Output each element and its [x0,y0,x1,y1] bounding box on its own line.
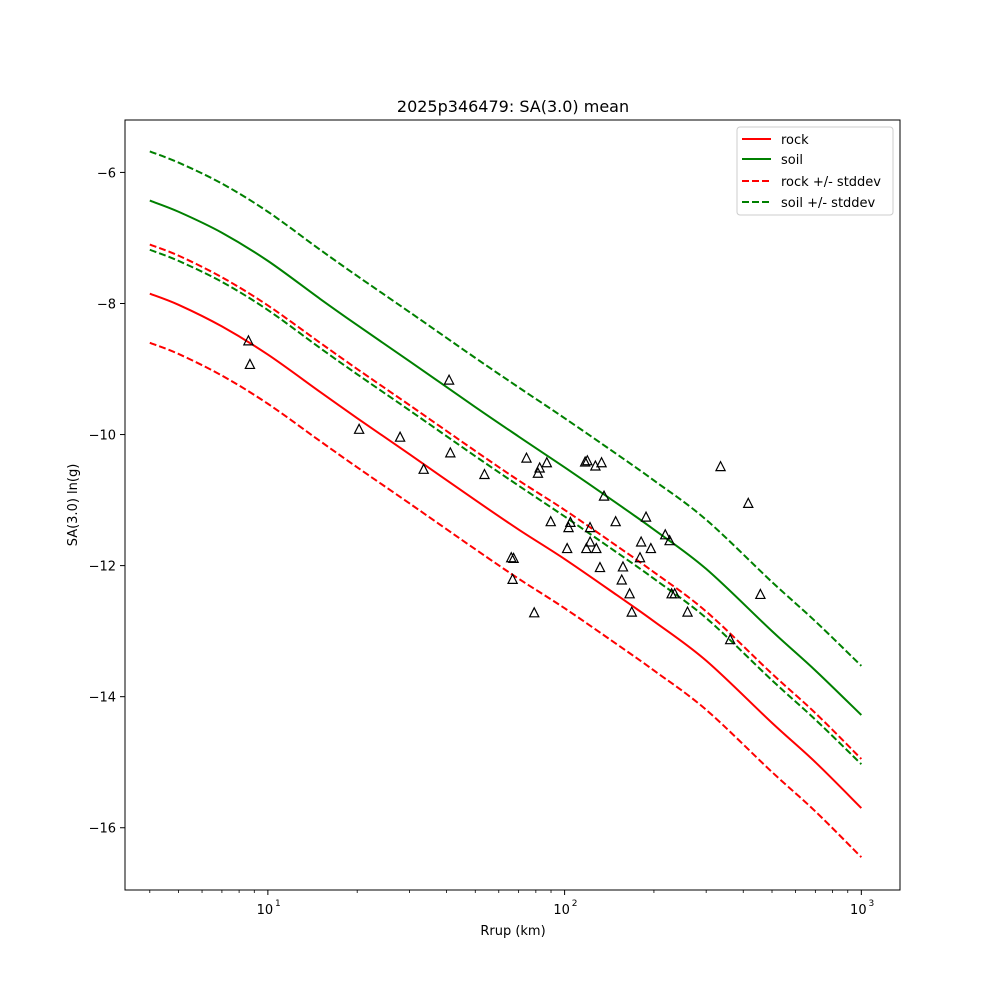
observation-point [724,633,736,645]
observation-point [594,561,606,573]
observation-point [681,605,694,617]
chart-title: 2025p346479: SA(3.0) mean [397,97,629,116]
observation-point [590,542,602,554]
observation-point [505,551,517,563]
observation-point [507,573,519,584]
x-tick-exponent: 2 [572,899,578,909]
observation-point [610,515,622,527]
observation-point [598,489,610,501]
y-axis-label: SA(3.0) ln(g) [66,464,81,547]
x-axis: 10 1 10 2 10 3 [149,890,874,918]
observation-point [418,462,430,474]
observation-point [659,528,671,540]
observation-point [626,605,638,617]
y-tick-label: −6 [97,166,116,181]
observation-point [394,430,406,442]
legend-label-rock-stddev: rock +/- stddev [781,175,881,190]
observation-point [562,521,575,533]
legend-label-rock: rock [781,133,809,148]
y-tick-label: −16 [89,822,116,837]
observation-point [541,456,553,468]
legend: rock soil rock +/- stddev soil +/- stdde… [736,126,894,216]
observation-point [664,534,676,546]
observation-point [545,515,557,527]
observation-point [669,587,681,599]
observation-point [528,606,540,618]
plot-frame [124,119,901,891]
x-tick-label: 10 [257,903,274,918]
x-tick-label: 10 [850,903,867,918]
observation-point [754,588,766,600]
observation-point [640,510,652,522]
y-axis: −16 −14 −12 −10 −8 −6 [89,166,125,837]
y-tick-label: −8 [97,297,116,312]
x-tick-label: 10 [553,903,570,918]
observation-point [714,460,727,472]
y-tick-label: −12 [89,560,116,575]
observations-layer [242,334,766,645]
series-line-2 [149,243,863,760]
observation-point [580,542,592,554]
observation-point [561,542,573,554]
observation-point [584,521,596,533]
observation-point [444,446,456,458]
series-line-5 [149,248,863,765]
observation-point [617,560,629,572]
y-tick-label: −14 [89,691,116,706]
series-line-0 [149,292,863,809]
observation-point [242,334,255,346]
y-tick-label: −10 [89,429,116,444]
observation-point [635,535,647,547]
series-line-4 [149,150,863,667]
series-layer [149,150,863,858]
observation-point [581,454,593,466]
observation-point [507,552,520,564]
observation-point [624,587,636,599]
legend-label-soil-stddev: soil +/- stddev [781,196,876,211]
observation-point [616,573,628,585]
observation-point [520,451,533,463]
observation-point [595,456,608,468]
observation-point [478,468,491,480]
observation-point [742,497,754,508]
observation-point [244,358,256,370]
observation-point [353,422,365,434]
x-tick-exponent: 3 [868,899,874,909]
observation-point [443,373,455,385]
observation-point [584,535,596,547]
legend-frame [736,126,894,216]
observation-point [534,461,546,473]
x-tick-exponent: 1 [275,899,281,909]
series-line-3 [149,341,863,858]
observation-point [564,516,576,527]
observation-point [532,466,544,478]
observation-point [579,455,591,467]
series-line-1 [149,199,863,716]
observation-point [645,542,657,554]
observation-point [634,551,646,563]
legend-label-soil: soil [781,153,803,168]
x-axis-label: Rrup (km) [480,924,545,939]
